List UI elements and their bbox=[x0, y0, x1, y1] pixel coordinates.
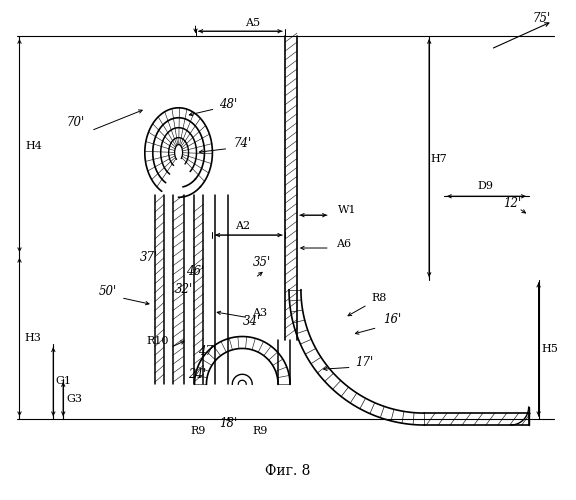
Text: 75': 75' bbox=[532, 12, 551, 25]
Text: Фиг. 8: Фиг. 8 bbox=[266, 464, 310, 478]
Text: G3: G3 bbox=[66, 394, 82, 404]
Text: 48': 48' bbox=[219, 98, 237, 112]
Text: D9: D9 bbox=[478, 182, 494, 192]
Text: 46': 46' bbox=[187, 266, 204, 278]
Text: 17': 17' bbox=[355, 356, 374, 369]
Text: 70': 70' bbox=[67, 116, 85, 129]
Text: A6: A6 bbox=[336, 239, 351, 249]
Text: R9: R9 bbox=[191, 426, 206, 436]
Text: A5: A5 bbox=[245, 18, 260, 28]
Text: 24': 24' bbox=[188, 368, 207, 381]
Text: 50': 50' bbox=[99, 286, 117, 298]
Text: H5: H5 bbox=[541, 344, 558, 354]
Text: 37': 37' bbox=[139, 252, 158, 264]
Text: R9: R9 bbox=[252, 426, 268, 436]
Text: A3: A3 bbox=[252, 308, 267, 318]
Text: 74': 74' bbox=[233, 137, 251, 150]
Text: 47': 47' bbox=[198, 345, 217, 358]
Text: G1: G1 bbox=[55, 376, 71, 386]
Text: R10: R10 bbox=[146, 336, 169, 346]
Text: 16': 16' bbox=[383, 313, 401, 326]
Text: H4: H4 bbox=[25, 140, 42, 150]
Text: 12': 12' bbox=[503, 197, 522, 210]
Text: 32': 32' bbox=[175, 284, 193, 296]
Text: 35': 35' bbox=[253, 256, 271, 270]
Text: H7: H7 bbox=[431, 154, 448, 164]
Text: W1: W1 bbox=[339, 205, 357, 215]
Text: A2: A2 bbox=[234, 221, 250, 231]
Text: R8: R8 bbox=[372, 292, 387, 302]
Text: 18': 18' bbox=[219, 416, 237, 430]
Text: H3: H3 bbox=[24, 332, 41, 342]
Text: 34': 34' bbox=[243, 315, 262, 328]
